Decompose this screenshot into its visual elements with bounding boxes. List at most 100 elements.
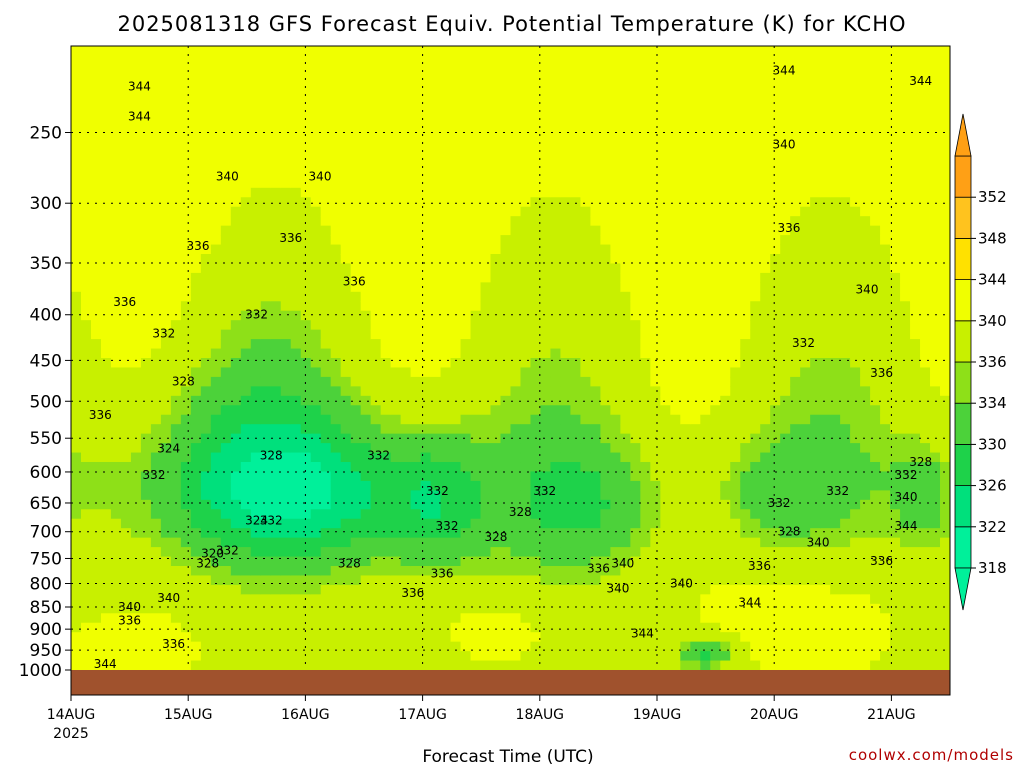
- contour-label: 340: [773, 138, 796, 152]
- contour-label: 340: [606, 581, 629, 595]
- contour-label: 340: [118, 600, 141, 614]
- colorbar-segment: [954, 443, 972, 486]
- surface-terrain: [71, 670, 950, 695]
- contour-label: 336: [113, 295, 136, 309]
- contour-label: 344: [128, 110, 151, 124]
- contour-label: 324: [157, 442, 180, 456]
- y-tick-label: 600: [30, 463, 62, 483]
- contour-label: 328: [196, 557, 219, 571]
- credit-link[interactable]: coolwx.com/models: [849, 746, 1014, 764]
- contour-label: 332: [260, 514, 283, 528]
- contour-label: 332: [152, 327, 175, 341]
- y-tick-label: 400: [30, 306, 62, 326]
- contour-label: 320: [201, 546, 224, 560]
- y-tick-label: 450: [30, 351, 62, 371]
- y-tick-label: 350: [30, 254, 62, 274]
- contour-label: 332: [792, 336, 815, 350]
- colorbar-label: 322: [978, 518, 1007, 536]
- colorbar-label: 318: [978, 559, 1007, 577]
- y-tick-label: 300: [30, 194, 62, 214]
- y-axis: 2503003504004505005506006507007508008509…: [19, 124, 71, 681]
- x-axis: 14AUG 2025 15AUG 16AUG 17AUG 18AUG 19AUG 20AUG 2…: [47, 695, 916, 742]
- grid: [71, 46, 950, 670]
- contour-label: 344: [773, 63, 796, 77]
- contour-label: 340: [807, 536, 830, 550]
- x-axis-label: Forecast Time (UTC): [422, 747, 593, 767]
- contour-label: 340: [309, 170, 332, 184]
- contour-label: 328: [777, 525, 800, 539]
- x-tick-label: 18AUG: [516, 707, 565, 723]
- colorbar-segment: [954, 279, 972, 322]
- contour-label: 332: [895, 468, 918, 482]
- colorbar-segment: [954, 196, 972, 239]
- chart-title: 2025081318 GFS Forecast Equiv. Potential…: [117, 12, 906, 36]
- contour-label: 340: [895, 490, 918, 504]
- contour-label: 332: [216, 544, 239, 558]
- contour-label: 340: [856, 283, 879, 297]
- contour-label: 344: [631, 626, 654, 640]
- colorbar-segment: [954, 402, 972, 445]
- y-tick-label: 1000: [19, 661, 62, 681]
- colorbar-extend-low: [954, 567, 972, 611]
- y-tick-label: 950: [30, 641, 62, 661]
- x-tick-label: 16AUG: [281, 707, 330, 723]
- contour-label: 336: [118, 613, 141, 627]
- y-tick-label: 900: [30, 620, 62, 640]
- contour-label: 332: [426, 484, 449, 498]
- x-tick-label: 17AUG: [398, 707, 447, 723]
- contour-label: 332: [143, 468, 166, 482]
- contour-label: 336: [870, 366, 893, 380]
- colorbar-segment: [954, 526, 972, 569]
- contour-label: 336: [748, 559, 771, 573]
- contour-label: 344: [128, 80, 151, 94]
- contour-label: 336: [187, 239, 210, 253]
- contour-label: 336: [587, 562, 610, 576]
- y-tick-label: 750: [30, 550, 62, 570]
- contour-label: 328: [484, 530, 507, 544]
- theta-e-field: [71, 46, 950, 695]
- contour-label: 332: [436, 519, 459, 533]
- contour-label: 340: [611, 557, 634, 571]
- colorbar: 318 322 326 330 334 336 340 344 348 352: [954, 113, 1007, 611]
- y-tick-label: 850: [30, 598, 62, 618]
- contour-label: 344: [94, 657, 117, 671]
- contour-label: 344: [909, 74, 932, 88]
- colorbar-label: 348: [978, 229, 1007, 247]
- contour-label: 328: [509, 505, 532, 519]
- colorbar-extend-high: [954, 113, 972, 157]
- x-tick-year: 2025: [53, 726, 89, 742]
- contour-label: 336: [401, 586, 424, 600]
- contour-label: 336: [777, 221, 800, 235]
- y-tick-label: 700: [30, 523, 62, 543]
- contour-label: 340: [216, 170, 239, 184]
- contour-label: 336: [89, 408, 112, 422]
- contour-label: 336: [279, 231, 302, 245]
- contour-label: 336: [431, 567, 454, 581]
- colorbar-label: 330: [978, 435, 1007, 453]
- y-tick-label: 500: [30, 392, 62, 412]
- colorbar-segment: [954, 155, 972, 198]
- colorbar-label: 352: [978, 188, 1007, 206]
- colorbar-segment: [954, 237, 972, 280]
- colorbar-label: 344: [978, 271, 1007, 289]
- contour-label: 344: [895, 519, 918, 533]
- contour-label: 336: [162, 637, 185, 651]
- x-tick-label: 15AUG: [164, 707, 213, 723]
- x-tick-label: 14AUG: [47, 707, 96, 723]
- contour-label: 332: [245, 308, 268, 322]
- y-tick-label: 800: [30, 575, 62, 595]
- colorbar-label: 334: [978, 394, 1007, 412]
- colorbar-label: 340: [978, 312, 1007, 330]
- colorbar-segment: [954, 320, 972, 363]
- x-tick-label: 21AUG: [867, 707, 916, 723]
- contour-label: 332: [367, 448, 390, 462]
- plot-frame: [70, 45, 951, 696]
- contour-label: 340: [670, 577, 693, 591]
- x-tick-label: 20AUG: [750, 707, 799, 723]
- contour-label: 332: [768, 496, 791, 510]
- contour-label: 332: [826, 484, 849, 498]
- contour-label: 332: [533, 484, 556, 498]
- x-tick-label: 19AUG: [633, 707, 682, 723]
- contour-label: 324: [245, 514, 268, 528]
